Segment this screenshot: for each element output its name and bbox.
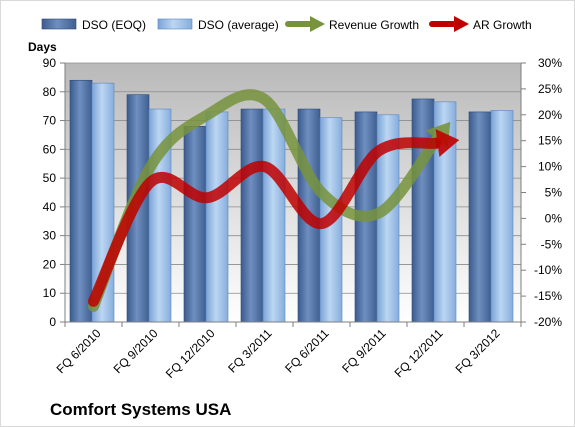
line-ar-growth [88, 137, 441, 307]
y-tick-left: 40 [43, 200, 57, 214]
point-ar-growth [321, 223, 322, 224]
y-tick-left: 60 [43, 142, 57, 156]
x-tick-label: FQ 6/2011 [282, 326, 332, 376]
point-revenue-growth [207, 114, 208, 115]
y-tick-left: 0 [49, 315, 56, 329]
x-tick-label: FQ 3/2011 [225, 326, 275, 376]
y-axis-label-left: Days [28, 40, 57, 54]
y-tick-right: -15% [534, 289, 562, 303]
point-ar-growth [150, 182, 151, 183]
line-revenue-growth [88, 89, 441, 312]
legend-label-ar-growth: AR Growth [473, 18, 532, 32]
point-revenue-growth [321, 192, 322, 193]
y-tick-left: 30 [43, 229, 57, 243]
legend-swatch-dso-average [157, 18, 193, 30]
legend-swatch-dso-eoq [41, 18, 77, 30]
x-ticks: FQ 6/2010 FQ 9/2010 FQ 12/2010 FQ 3/2011… [54, 326, 503, 381]
lines-group [88, 89, 460, 312]
y-tick-left: 70 [43, 114, 57, 128]
y-tick-right: -5% [541, 237, 563, 251]
point-revenue-growth [264, 99, 265, 100]
legend: DSO (EOQ) DSO (average) Revenue Growth A… [41, 16, 532, 32]
legend-label-dso-average: DSO (average) [198, 18, 279, 32]
x-tick-label: FQ 6/2010 [54, 326, 104, 376]
bar-dso-average [205, 111, 229, 323]
legend-arrow-revenue-growth [285, 16, 325, 32]
y-tick-left: 80 [43, 85, 57, 99]
y-tick-left: 20 [43, 257, 57, 271]
point-ar-growth [264, 166, 265, 167]
y-ticks-right: -20% -15% -10% -5% 0% 5% 10% 15% 20% 25%… [534, 56, 562, 329]
y-tick-left: 50 [43, 171, 57, 185]
y-ticks-left: 0 10 20 30 40 50 60 70 80 90 [43, 56, 57, 329]
y-tick-right: 20% [538, 108, 562, 122]
point-revenue-growth [378, 213, 379, 214]
point-revenue-growth [150, 166, 151, 167]
y-tick-left: 90 [43, 56, 57, 70]
legend-arrow-ar-growth [429, 16, 469, 32]
axes-group [60, 62, 526, 327]
y-tick-right: 30% [538, 56, 562, 70]
bar-dso-eoq [69, 79, 93, 323]
bar-dso-average [490, 110, 514, 323]
bar-dso-eoq [240, 108, 264, 323]
legend-label-dso-eoq: DSO (EOQ) [82, 18, 146, 32]
arrowhead-ar-growth [435, 129, 460, 157]
x-tick-label: FQ 9/2010 [111, 326, 161, 376]
x-tick-label: FQ 9/2011 [339, 326, 389, 376]
y-tick-right: 5% [545, 186, 563, 200]
point-ar-growth [207, 197, 208, 198]
x-tick-label: FQ 12/2010 [163, 326, 218, 381]
y-tick-right: 15% [538, 134, 562, 148]
y-tick-right: 10% [538, 160, 562, 174]
point-ar-growth [93, 301, 94, 302]
x-tick-label: FQ 3/2012 [453, 326, 503, 376]
y-tick-right: -10% [534, 263, 562, 277]
y-tick-left: 10 [43, 286, 57, 300]
point-ar-growth [378, 151, 379, 152]
y-tick-right: 0% [545, 211, 563, 225]
x-tick-label: FQ 12/2011 [392, 326, 446, 380]
legend-label-revenue-growth: Revenue Growth [329, 18, 419, 32]
bar-dso-eoq [468, 111, 492, 323]
company-name: Comfort Systems USA [50, 400, 231, 419]
y-tick-right: -20% [534, 315, 562, 329]
bar-dso-eoq [183, 126, 207, 323]
y-tick-right: 25% [538, 82, 562, 96]
bar-dso-average [262, 108, 286, 323]
